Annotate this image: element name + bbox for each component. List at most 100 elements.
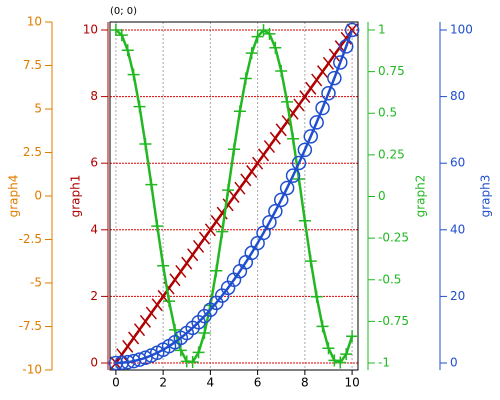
marker bbox=[192, 346, 205, 359]
y-axis-label: graph3 bbox=[479, 175, 493, 218]
marker bbox=[151, 220, 164, 233]
y-tick-label: 80 bbox=[450, 89, 465, 103]
marker bbox=[298, 214, 311, 227]
marker bbox=[333, 55, 348, 70]
marker bbox=[304, 255, 317, 268]
x-tick-label: 2 bbox=[159, 376, 167, 390]
marker bbox=[198, 327, 211, 340]
marker bbox=[251, 30, 264, 43]
y-tick-label: 1 bbox=[378, 22, 386, 36]
y-tick-label: 10 bbox=[83, 22, 98, 36]
y-tick-label: 0 bbox=[378, 189, 386, 203]
marker bbox=[181, 256, 193, 270]
marker bbox=[175, 264, 187, 278]
marker bbox=[128, 331, 140, 345]
marker bbox=[139, 314, 152, 328]
marker bbox=[346, 330, 359, 343]
marker bbox=[344, 22, 360, 38]
marker bbox=[216, 225, 229, 238]
marker bbox=[305, 81, 317, 95]
marker bbox=[122, 339, 134, 353]
y-tick-label: 5 bbox=[34, 102, 42, 116]
marker bbox=[309, 115, 324, 130]
marker bbox=[192, 239, 205, 253]
y-axis-label: graph1 bbox=[69, 175, 83, 218]
marker bbox=[281, 95, 294, 108]
y-tick-label: 8 bbox=[90, 89, 98, 103]
y-tick-label: 2.5 bbox=[23, 145, 42, 159]
y-tick-label: -2.5 bbox=[19, 232, 42, 246]
y-tick-label: -7.5 bbox=[19, 319, 42, 333]
marker bbox=[291, 155, 307, 171]
marker bbox=[163, 295, 176, 308]
marker bbox=[316, 320, 329, 333]
marker bbox=[234, 181, 246, 195]
x-tick-label: 0 bbox=[112, 376, 120, 390]
marker bbox=[133, 100, 146, 113]
marker bbox=[138, 350, 153, 366]
marker bbox=[222, 184, 235, 197]
y-tick-label: 2 bbox=[90, 289, 98, 303]
annotation: (0; 0) bbox=[110, 6, 137, 17]
marker bbox=[322, 342, 335, 355]
series-line bbox=[115, 29, 354, 365]
y-tick-label: 60 bbox=[450, 156, 465, 170]
marker bbox=[322, 56, 335, 70]
y-tick-label: 0 bbox=[90, 356, 98, 370]
marker bbox=[315, 100, 330, 116]
marker bbox=[204, 223, 216, 237]
y-tick-label: -0.25 bbox=[378, 231, 409, 245]
y-tick-label: 7.5 bbox=[23, 58, 42, 72]
marker bbox=[321, 86, 336, 101]
marker bbox=[210, 214, 222, 228]
marker bbox=[316, 65, 329, 79]
marker bbox=[233, 105, 246, 118]
marker bbox=[239, 72, 252, 85]
marker bbox=[114, 355, 130, 371]
y-tick-label: 100 bbox=[450, 22, 473, 36]
marker bbox=[263, 140, 276, 154]
y-tick-label: 20 bbox=[450, 289, 465, 303]
marker bbox=[275, 64, 288, 77]
marker bbox=[328, 354, 341, 367]
y-axis-label: graph4 bbox=[7, 175, 21, 218]
y-tick-label: -0.75 bbox=[378, 314, 409, 328]
marker bbox=[273, 192, 289, 208]
marker bbox=[340, 348, 353, 361]
marker bbox=[299, 90, 311, 104]
marker bbox=[186, 356, 199, 369]
marker bbox=[303, 129, 319, 144]
marker bbox=[228, 190, 240, 203]
marker bbox=[145, 306, 157, 320]
x-tick-label: 10 bbox=[344, 376, 359, 390]
marker bbox=[127, 68, 140, 81]
marker bbox=[287, 132, 300, 145]
y-tick-label: -10 bbox=[22, 363, 42, 377]
x-tick-label: 8 bbox=[301, 376, 309, 390]
y-tick-label: 10 bbox=[27, 15, 42, 29]
marker bbox=[257, 148, 270, 162]
y-axis-label: graph2 bbox=[414, 175, 428, 218]
y-tick-label: -1 bbox=[378, 356, 390, 370]
marker bbox=[252, 156, 264, 170]
marker bbox=[311, 73, 323, 87]
marker bbox=[269, 131, 281, 145]
marker bbox=[327, 70, 342, 86]
marker bbox=[116, 348, 128, 362]
marker bbox=[151, 298, 163, 312]
marker bbox=[115, 29, 128, 42]
marker bbox=[240, 173, 252, 187]
y-tick-label: 6 bbox=[90, 156, 98, 170]
marker bbox=[279, 180, 295, 196]
marker bbox=[275, 123, 287, 137]
marker bbox=[285, 168, 301, 183]
y-tick-label: 0.25 bbox=[378, 147, 405, 161]
marker bbox=[109, 23, 122, 36]
marker bbox=[228, 143, 240, 156]
marker bbox=[210, 264, 223, 277]
marker bbox=[246, 165, 258, 179]
x-tick-label: 6 bbox=[254, 376, 262, 390]
marker bbox=[108, 355, 124, 371]
marker bbox=[245, 47, 258, 60]
